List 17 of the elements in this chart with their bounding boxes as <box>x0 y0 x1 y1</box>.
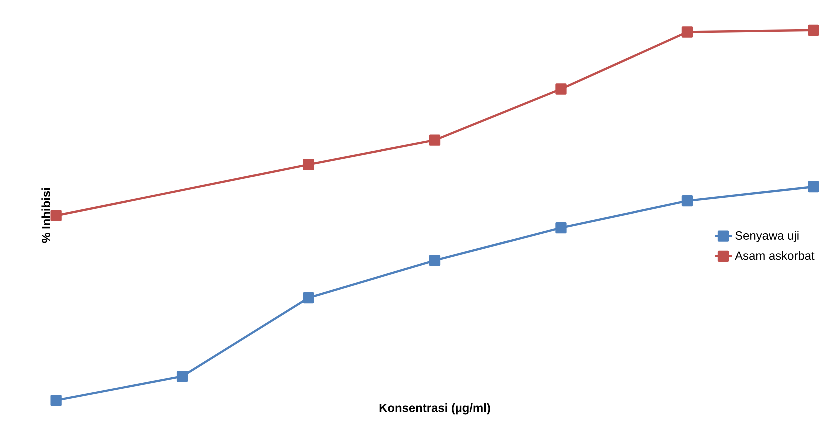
y-axis-title: % Inhibisi <box>42 188 50 244</box>
point <box>682 26 694 38</box>
point <box>303 292 314 304</box>
point <box>50 395 62 406</box>
point <box>808 24 820 36</box>
x-axis-title: Konsentrasi (µg/ml) <box>380 404 490 415</box>
point <box>50 210 62 222</box>
point <box>429 255 441 266</box>
point <box>682 195 694 207</box>
point <box>176 370 188 382</box>
point <box>556 84 567 95</box>
legend-label: Senyawa uji <box>736 231 799 242</box>
point <box>808 181 820 193</box>
point <box>556 222 567 234</box>
legend-label: Asam askorbat <box>735 251 815 260</box>
point <box>303 159 314 170</box>
point <box>429 134 441 146</box>
